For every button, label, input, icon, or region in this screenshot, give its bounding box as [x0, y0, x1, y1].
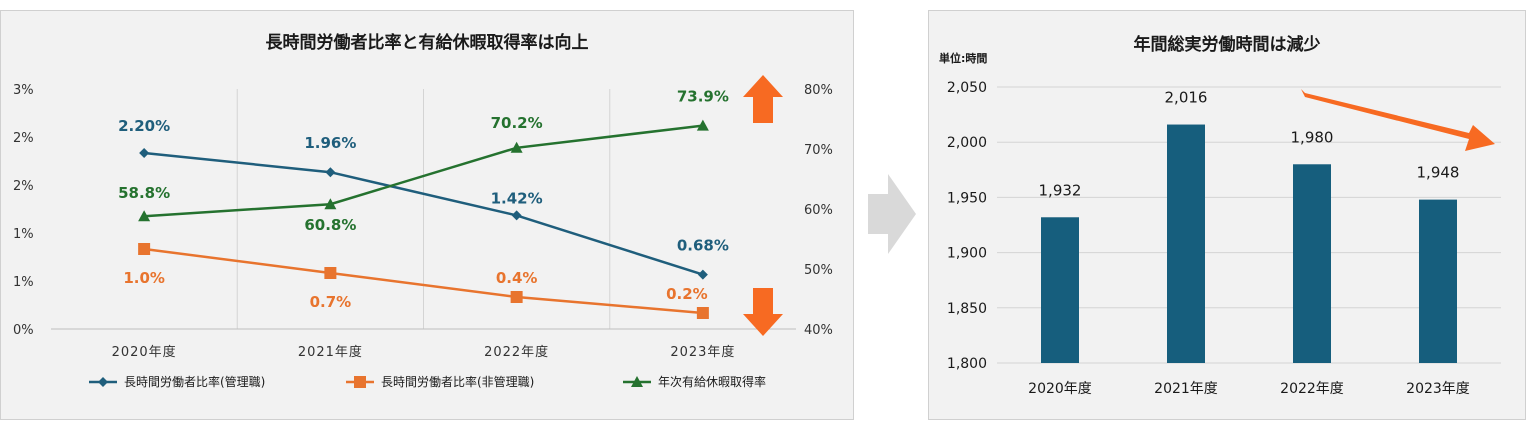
y-tick-label: 2,000 [947, 135, 987, 151]
y-left-tick-label: 3% [13, 83, 34, 98]
y-left-tick-label: 2% [13, 131, 34, 146]
up-arrow-icon [743, 75, 783, 123]
y-left-tick-label: 1% [13, 275, 34, 290]
y-left-tick-label: 0% [13, 323, 34, 338]
data-point-diamond [325, 167, 336, 178]
x-category-label: 2023年度 [1406, 381, 1470, 397]
data-point-triangle [138, 210, 151, 222]
x-category-label: 2022年度 [484, 344, 549, 360]
data-point-square [354, 376, 366, 388]
data-label: 73.9% [677, 88, 729, 106]
left-chart-panel: 長時間労働者比率と有給休暇取得率は向上 0% 1% 1% 2% 2% 3% 40% 50% 60… [0, 10, 854, 420]
y-left-tick-label: 1% [13, 227, 34, 242]
y-tick-label: 1,900 [947, 246, 987, 262]
y-left-tick-label: 2% [13, 179, 34, 194]
x-category-label: 2022年度 [1280, 381, 1344, 397]
y-tick-label: 1,800 [947, 356, 987, 372]
data-point-square [696, 307, 709, 319]
data-point-square [138, 243, 151, 255]
x-category-label: 2020年度 [1028, 381, 1092, 397]
bar [1167, 124, 1205, 363]
x-category-label: 2020年度 [112, 344, 177, 360]
bar [1041, 217, 1079, 363]
data-point-diamond [511, 210, 522, 221]
y-right-tick-label: 60% [804, 203, 833, 218]
data-label: 2,016 [1165, 89, 1208, 107]
data-label: 0.68% [677, 237, 729, 255]
series-line [143, 247, 703, 315]
connector-arrow-icon [868, 174, 916, 254]
data-point-triangle [510, 141, 523, 153]
line-chart: 長時間労働者比率と有給休暇取得率は向上 0% 1% 1% 2% 2% 3% 40% 50% 60… [13, 32, 833, 389]
data-label: 1,948 [1417, 164, 1460, 182]
data-point-diamond [98, 377, 108, 387]
down-arrow-icon [743, 288, 783, 336]
y-tick-label: 2,050 [947, 80, 987, 96]
data-label: 0.4% [496, 269, 538, 287]
legend-label: 長時間労働者比率(管理職) [124, 374, 265, 389]
unit-label: 単位:時間 [939, 51, 987, 65]
data-label: 58.8% [118, 184, 170, 202]
data-label: 70.2% [491, 114, 543, 132]
right-chart-panel: 年間総実労働時間は減少 単位:時間 1,800 1,850 1,900 1,950 2,… [928, 10, 1526, 420]
bar-chart-title: 年間総実労働時間は減少 [1134, 34, 1321, 55]
series-line [144, 124, 704, 218]
data-label: 1.96% [304, 134, 356, 152]
bar [1293, 164, 1331, 363]
data-label: 1.0% [123, 269, 165, 287]
legend-label: 長時間労働者比率(非管理職) [381, 374, 534, 389]
data-point-diamond [139, 148, 150, 158]
line-chart-title: 長時間労働者比率と有給休暇取得率は向上 [266, 32, 589, 53]
y-right-tick-label: 50% [804, 263, 833, 278]
bar [1419, 199, 1457, 363]
data-label: 1.42% [491, 189, 543, 207]
y-right-tick-label: 70% [804, 143, 833, 158]
data-label: 1,932 [1039, 181, 1082, 199]
decrease-arrow-icon [1301, 89, 1495, 151]
x-category-label: 2021年度 [298, 344, 363, 360]
data-point-diamond [697, 269, 708, 280]
y-tick-label: 1,850 [947, 301, 987, 317]
x-category-label: 2021年度 [1154, 381, 1218, 397]
y-right-tick-label: 80% [804, 83, 833, 98]
y-tick-label: 1,950 [947, 190, 987, 206]
data-label: 2.20% [118, 117, 170, 135]
bar-chart: 年間総実労働時間は減少 単位:時間 1,800 1,850 1,900 1,950 2,… [939, 34, 1501, 397]
data-point-triangle [324, 198, 337, 210]
x-category-label: 2023年度 [670, 344, 735, 360]
data-label: 60.8% [304, 216, 356, 234]
data-point-triangle [631, 376, 643, 387]
data-point-square [324, 267, 337, 279]
data-label: 0.2% [666, 285, 708, 303]
data-point-triangle [696, 119, 709, 131]
data-point-square [510, 291, 523, 303]
data-label: 1,980 [1291, 128, 1334, 146]
series-line [143, 151, 704, 276]
data-label: 0.7% [310, 293, 352, 311]
legend-label: 年次有給休暇取得率 [658, 374, 766, 389]
y-right-tick-label: 40% [804, 323, 833, 338]
